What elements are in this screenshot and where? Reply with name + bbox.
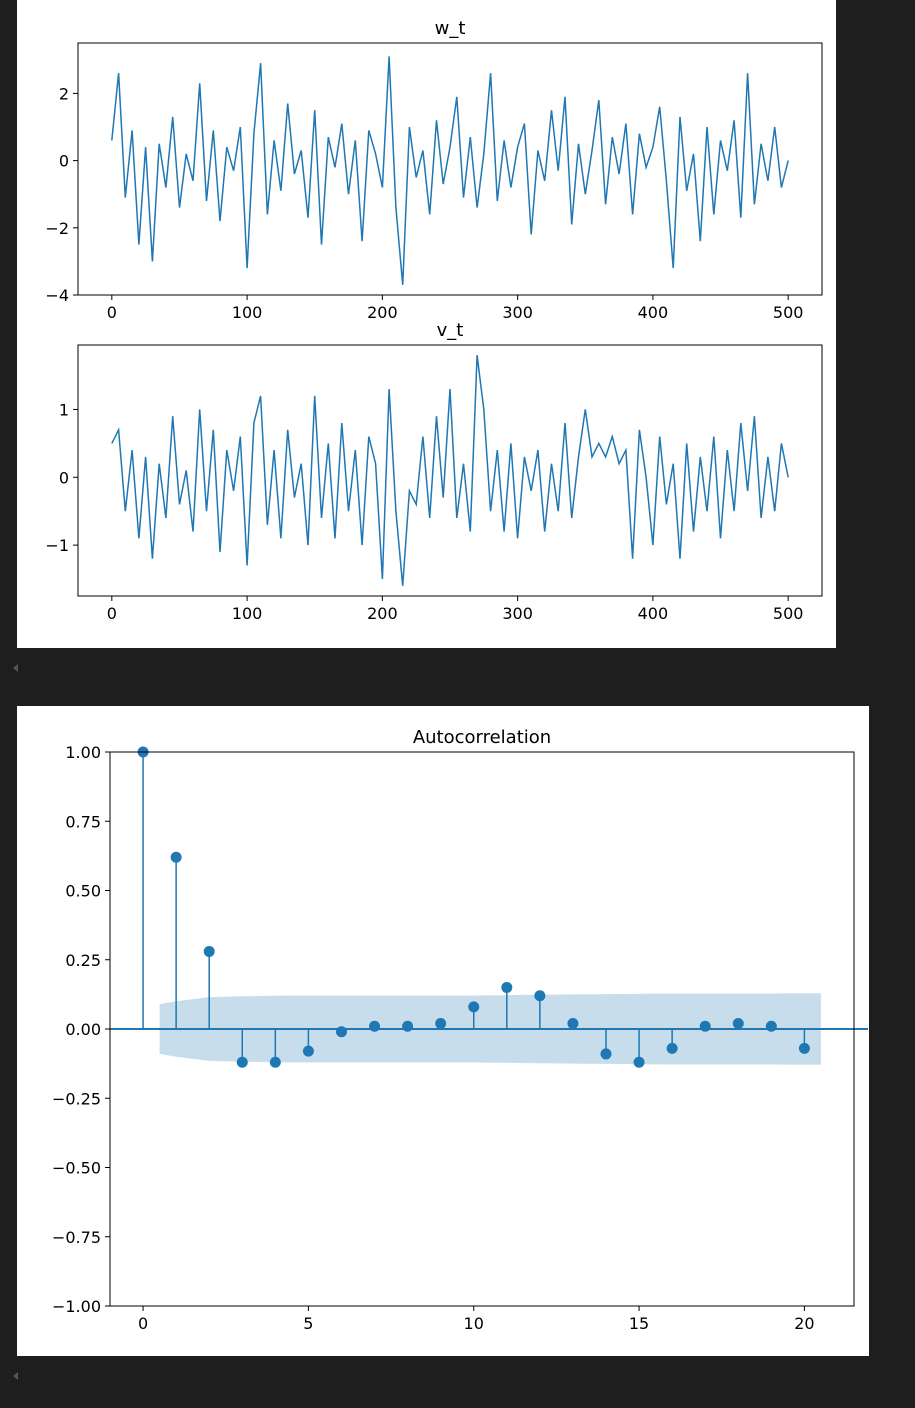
x-tick-label: 20	[794, 1314, 814, 1333]
chart-title: v_t	[437, 320, 464, 341]
acf-point	[435, 1017, 447, 1029]
acf-point	[633, 1056, 645, 1068]
axes-frame	[77, 42, 823, 296]
chart-title: Autocorrelation	[413, 727, 551, 748]
output-cell-line-plots: w_t 0 100 200 300 400 500 2 0 −2 −4 v_t 0 100 200 300 40…	[17, 0, 836, 648]
acf-point	[335, 1026, 347, 1038]
y-tick-label: −1	[45, 536, 69, 555]
series-line	[111, 56, 789, 285]
acf-point	[567, 1017, 579, 1029]
series-line	[111, 355, 789, 586]
acf-point	[600, 1048, 612, 1060]
x-tick-label: 400	[638, 604, 669, 623]
x-tick-label: 400	[638, 303, 669, 322]
x-tick-label: 0	[107, 303, 117, 322]
x-tick-label: 0	[107, 604, 117, 623]
x-tick-label: 300	[502, 604, 533, 623]
x-tick-label: 100	[232, 303, 263, 322]
line-plots-figure: w_t 0 100 200 300 400 500 2 0 −2 −4 v_t 0 100 200 300 40…	[45, 18, 823, 623]
acf-figure: Autocorrelation 0 5 10 15 20 1.00 0.75 0.50 0.25 0…	[52, 727, 868, 1333]
y-tick-label: 0.00	[65, 1020, 101, 1039]
y-tick-label: −4	[45, 286, 69, 305]
acf-point	[170, 851, 182, 863]
scroll-left-arrow-icon-2[interactable]	[13, 1372, 18, 1380]
x-tick-label: 100	[232, 604, 263, 623]
x-tick-label: 200	[367, 604, 398, 623]
acf-point	[765, 1020, 777, 1032]
line-plot-v_t: v_t 0 100 200 300 400 500 1 0 −1	[45, 320, 823, 623]
line-plot-w_t: w_t 0 100 200 300 400 500 2 0 −2 −4	[45, 18, 823, 322]
acf-point	[534, 990, 546, 1002]
y-tick-label: 0	[59, 468, 69, 487]
x-tick-label: 200	[367, 303, 398, 322]
acf-point	[699, 1020, 711, 1032]
axes-frame	[109, 751, 855, 1307]
y-tick-label: −2	[45, 219, 69, 238]
acf-point	[468, 1001, 480, 1013]
y-tick-label: −0.50	[52, 1159, 101, 1178]
y-tick-label: 0	[59, 152, 69, 171]
acf-point	[732, 1017, 744, 1029]
acf-point	[269, 1056, 281, 1068]
x-tick-label: 500	[773, 604, 804, 623]
acf-point	[402, 1020, 414, 1032]
x-tick-label: 5	[303, 1314, 313, 1333]
acf-plot: Autocorrelation 0 5 10 15 20 1.00 0.75 0.50 0.25 0…	[52, 727, 868, 1333]
x-tick-label: 300	[502, 303, 533, 322]
x-tick-label: 15	[629, 1314, 649, 1333]
output-cell-acf-plot: Autocorrelation 0 5 10 15 20 1.00 0.75 0.50 0.25 0…	[17, 706, 869, 1356]
y-tick-label: 0.50	[65, 882, 101, 901]
acf-point	[302, 1045, 314, 1057]
acf-point	[236, 1056, 248, 1068]
x-tick-label: 500	[773, 303, 804, 322]
y-tick-label: 0.75	[65, 812, 101, 831]
acf-point	[798, 1042, 810, 1054]
y-tick-label: −1.00	[52, 1297, 101, 1316]
acf-point	[203, 945, 215, 957]
y-tick-label: −0.75	[52, 1228, 101, 1247]
y-tick-label: −0.25	[52, 1089, 101, 1108]
acf-point	[501, 981, 513, 993]
acf-point	[666, 1042, 678, 1054]
chart-title: w_t	[435, 18, 466, 39]
scroll-left-arrow-icon[interactable]	[13, 664, 18, 672]
x-tick-label: 0	[138, 1314, 148, 1333]
y-tick-label: 2	[59, 84, 69, 103]
y-tick-label: 1.00	[65, 743, 101, 762]
x-tick-label: 10	[464, 1314, 484, 1333]
axes-frame	[77, 344, 823, 597]
acf-point	[369, 1020, 381, 1032]
y-tick-label: 0.25	[65, 951, 101, 970]
y-tick-label: 1	[59, 400, 69, 419]
